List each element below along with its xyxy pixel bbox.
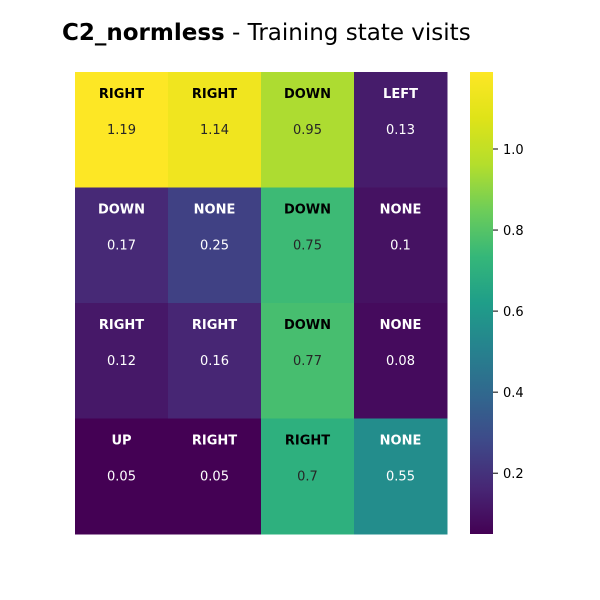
cell-value-label: 0.95 [293, 123, 322, 138]
cell-action-label: NONE [194, 203, 236, 218]
chart-title-bold: C2_normless [62, 20, 225, 46]
cell-action-label: DOWN [98, 203, 145, 218]
cell-action-label: DOWN [284, 318, 331, 333]
cell-action-label: NONE [380, 318, 422, 333]
colorbar [470, 72, 493, 534]
cell-value-label: 0.05 [200, 470, 229, 485]
heatmap-cell-r1c2 [261, 187, 355, 304]
colorbar-tick-label: 0.8 [503, 224, 524, 239]
cell-value-label: 0.77 [293, 354, 322, 369]
heatmap-cell-r3c1 [168, 418, 262, 535]
cell-value-label: 0.25 [200, 239, 229, 254]
cell-value-label: 1.19 [107, 123, 136, 138]
cell-action-label: NONE [380, 203, 422, 218]
colorbar-tick-label: 0.6 [503, 305, 524, 320]
cell-value-label: 0.17 [107, 239, 136, 254]
heatmap-cell-r1c0 [75, 187, 169, 304]
cell-action-label: RIGHT [99, 318, 144, 333]
cell-value-label: 0.12 [107, 354, 136, 369]
cell-value-label: 0.13 [386, 123, 415, 138]
heatmap-cell-r0c2 [261, 72, 355, 188]
cell-value-label: 0.55 [386, 470, 415, 485]
chart-title: C2_normless - Training state visits [62, 20, 471, 46]
heatmap-cell-r0c1 [168, 72, 262, 188]
heatmap-cell-r2c3 [354, 303, 448, 419]
cell-value-label: 0.05 [107, 470, 136, 485]
cell-action-label: RIGHT [192, 318, 237, 333]
heatmap-cell-r3c2 [261, 418, 355, 535]
cell-value-label: 0.1 [390, 239, 411, 254]
cell-action-label: DOWN [284, 87, 331, 102]
cell-value-label: 0.16 [200, 354, 229, 369]
cell-action-label: RIGHT [99, 87, 144, 102]
heatmap-cell-r0c0 [75, 72, 169, 188]
cell-value-label: 0.7 [297, 470, 318, 485]
heatmap-cell-r3c3 [354, 418, 448, 535]
colorbar-tick-label: 1.0 [503, 143, 524, 158]
cell-value-label: 1.14 [200, 123, 229, 138]
heatmap-cell-r2c1 [168, 303, 262, 419]
heatmap-cell-r3c0 [75, 418, 169, 535]
cell-value-label: 0.08 [386, 354, 415, 369]
heatmap-cell-r2c0 [75, 303, 169, 419]
cell-action-label: RIGHT [192, 87, 237, 102]
colorbar-tick-label: 0.4 [503, 386, 524, 401]
cell-action-label: RIGHT [285, 434, 330, 449]
colorbar-tick-label: 0.2 [503, 467, 524, 482]
cell-action-label: RIGHT [192, 434, 237, 449]
cell-action-label: DOWN [284, 203, 331, 218]
chart-title-rest: - Training state visits [224, 20, 471, 46]
cell-value-label: 0.75 [293, 239, 322, 254]
heatmap-cell-r2c2 [261, 303, 355, 419]
cell-action-label: LEFT [383, 87, 418, 102]
heatmap-cell-r0c3 [354, 72, 448, 188]
cell-action-label: NONE [380, 434, 422, 449]
heatmap-cell-r1c1 [168, 187, 262, 304]
heatmap-cell-r1c3 [354, 187, 448, 304]
cell-action-label: UP [111, 434, 131, 449]
